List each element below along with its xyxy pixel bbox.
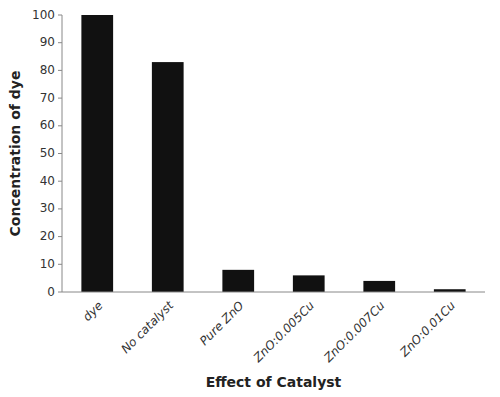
bar [222, 270, 254, 292]
bar [152, 62, 184, 292]
bar [293, 275, 325, 292]
y-tick [58, 42, 62, 43]
x-tick-label: ZnO:0.01Cu [396, 298, 458, 360]
x-tick-label: Pure ZnO [197, 298, 247, 348]
y-tick-label: 0 [47, 285, 55, 299]
y-tick-label: 10 [40, 257, 55, 271]
y-tick-label: 60 [40, 118, 55, 132]
y-tick [58, 125, 62, 126]
x-tick-label: ZnO:0.007Cu [321, 298, 388, 365]
y-tick [58, 153, 62, 154]
y-tick-label: 90 [40, 35, 55, 49]
x-tick-label: dye [80, 298, 106, 324]
x-tick-label: ZnO:0.005Cu [250, 298, 317, 365]
y-axis-label: Concentration of dye [7, 71, 23, 237]
y-tick [58, 236, 62, 237]
y-tick-label: 70 [40, 91, 55, 105]
y-tick-label: 30 [40, 201, 55, 215]
x-axis-line [62, 292, 485, 293]
bar [81, 15, 113, 292]
y-tick [58, 15, 62, 16]
y-tick-label: 40 [40, 174, 55, 188]
y-tick-label: 50 [40, 146, 55, 160]
y-tick [58, 70, 62, 71]
y-tick [58, 98, 62, 99]
y-tick-label: 20 [40, 229, 55, 243]
y-tick [58, 181, 62, 182]
chart: 0 10 20 30 40 50 60 70 80 90 100 dye No catalyst Pure… [0, 0, 500, 397]
y-tick [58, 208, 62, 209]
y-tick-label: 80 [40, 63, 55, 77]
x-tick-label: No catalyst [118, 298, 177, 357]
bar [363, 281, 395, 292]
y-tick-label: 100 [32, 8, 55, 22]
axes: 0 10 20 30 40 50 60 70 80 90 100 dye No catalyst Pure… [32, 8, 485, 366]
y-tick [58, 292, 62, 293]
bars [81, 15, 465, 292]
y-tick [58, 264, 62, 265]
chart-container: 0 10 20 30 40 50 60 70 80 90 100 dye No catalyst Pure… [0, 0, 500, 397]
x-axis-label: Effect of Catalyst [206, 374, 342, 390]
